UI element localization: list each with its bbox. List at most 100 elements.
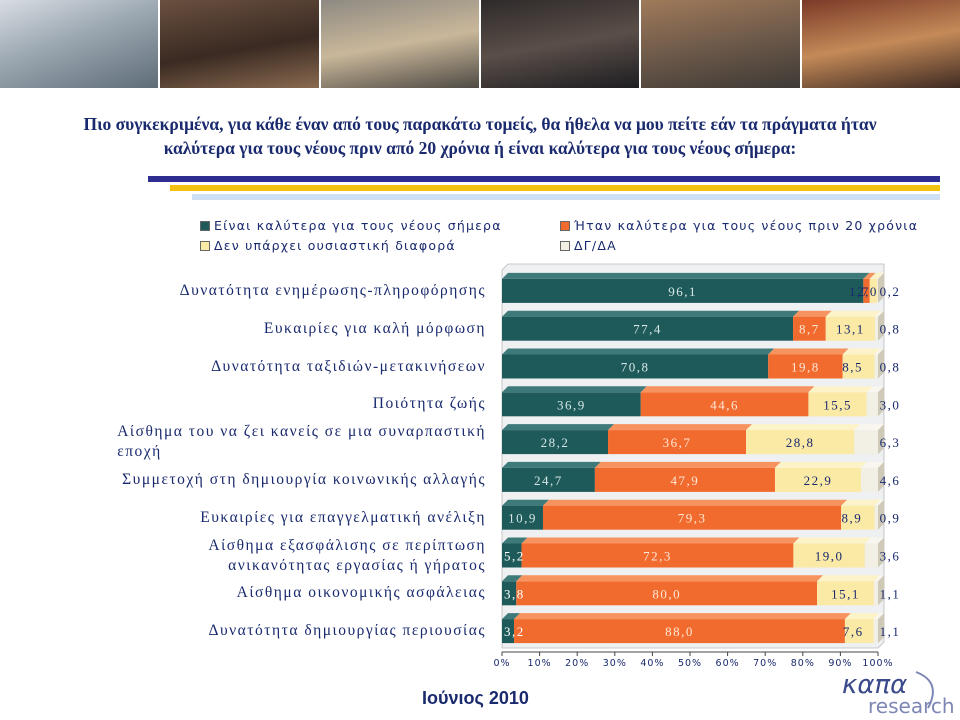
- category-label-line: εποχή: [117, 443, 162, 461]
- category-label-line: Ευκαιρίες για επαγγελματική ανέλιξη: [200, 508, 486, 526]
- data-label-dk: 1,1: [880, 586, 901, 601]
- bar-top-face-dk: [854, 424, 884, 431]
- data-label-before: 72,3: [643, 549, 672, 564]
- x-tick-label: 70%: [753, 658, 777, 669]
- bar-top-face-dk: [873, 613, 884, 620]
- bar-segment-today: [502, 316, 794, 341]
- x-tick-label: 80%: [791, 658, 815, 669]
- date-label: Ιούνιος 2010: [422, 688, 529, 708]
- category-label: Δυνατότητα ταξιδιών-μετακινήσεων: [211, 357, 486, 377]
- bar-top-face-dk: [877, 272, 884, 279]
- bar-top-face-nodiff: [841, 499, 881, 506]
- bar-segment-today: [502, 392, 641, 417]
- category-label-line: Αίσθημα του να ζει κανείς σε μια συναρπα…: [117, 423, 486, 441]
- bar-segment-dk: [861, 467, 879, 492]
- data-label-today: 24,7: [534, 473, 563, 488]
- x-tick-label: 20%: [565, 658, 589, 669]
- bar-segment-before: [516, 581, 818, 606]
- bar-side-face: [878, 499, 884, 530]
- photo-ceremony: [480, 0, 642, 88]
- bar-top-face-before: [608, 424, 753, 431]
- bar-segment-before: [793, 316, 826, 341]
- data-label-before: 44,6: [710, 397, 739, 412]
- bar-top-face-before: [640, 386, 815, 393]
- bar-segment-nodiff: [746, 430, 855, 455]
- chart-legend: Είναι καλύτερα για τους νέους σήμερα Ήτα…: [200, 218, 960, 258]
- x-tick-label: 10%: [528, 658, 552, 669]
- data-label-dk: 0,8: [880, 322, 901, 337]
- bar-segment-before: [521, 543, 794, 568]
- bar-top-face-dk: [874, 310, 884, 317]
- photo-graduation: [160, 0, 321, 88]
- category-label-line: Ποιότητα ζωής: [372, 395, 486, 413]
- bar-side-face: [878, 424, 884, 455]
- bar-top-face-before: [514, 613, 851, 620]
- bar-segment-dk: [854, 430, 878, 455]
- bar-segment-dk: [866, 392, 878, 417]
- bar-segment-today: [502, 619, 515, 644]
- bar-top-face-before: [793, 310, 832, 317]
- data-label-today: 28,2: [541, 435, 570, 450]
- category-label: Αίσθημα του να ζει κανείς σε μια συναρπα…: [117, 422, 486, 462]
- legend-swatch-before: [560, 221, 570, 231]
- category-label: Δυνατότητα ενημέρωσης-πληροφόρησης: [180, 281, 486, 301]
- bar-top-face-nodiff: [869, 272, 884, 279]
- data-label-nodiff: 13,1: [836, 322, 865, 337]
- bar-segment-before: [608, 430, 747, 455]
- bar-top-face-before: [594, 461, 781, 468]
- bar-segment-today: [502, 543, 522, 568]
- data-label-today: 10,9: [508, 511, 537, 526]
- category-label-line: Συμμετοχή στη δημιουργία κοινωνικής αλλα…: [122, 470, 486, 488]
- data-label-dk: 0,9: [880, 511, 901, 526]
- bar-segment-today: [502, 430, 609, 455]
- legend-item-dk: ΔΓ/ΔΑ: [560, 238, 617, 253]
- bar-segment-dk: [874, 505, 878, 530]
- bar-segment-before: [594, 467, 775, 492]
- legend-label-before: Ήταν καλύτερα για τους νέους πριν 20 χρό…: [574, 218, 919, 233]
- photo-group: [641, 0, 802, 88]
- legend-swatch-dk: [560, 241, 570, 251]
- data-label-today: 3,2: [504, 624, 525, 639]
- divider-lightblue: [192, 194, 940, 200]
- bar-segment-today: [502, 581, 517, 606]
- data-label-nodiff: 15,5: [823, 397, 852, 412]
- bar-segment-dk: [864, 543, 879, 568]
- bar-segment-dk: [874, 354, 878, 379]
- bar-top-face-today: [502, 386, 647, 393]
- bar-segment-nodiff: [793, 543, 865, 568]
- bar-top-face-dk: [874, 348, 884, 355]
- bar-top-face-dk: [874, 499, 884, 506]
- data-label-before: 36,7: [663, 435, 692, 450]
- bar-top-face-nodiff: [746, 424, 861, 431]
- survey-question: Πιο συγκεκριμένα, για κάθε έναν από τους…: [20, 112, 940, 160]
- divider-yellow: [170, 185, 940, 191]
- bar-side-face: [878, 461, 884, 492]
- bar-segment-dk: [873, 619, 878, 644]
- data-label-dk: 3,0: [880, 397, 901, 412]
- bar-segment-nodiff: [808, 392, 867, 417]
- bar-top-face-dk: [861, 461, 885, 468]
- bar-top-face-today: [502, 310, 800, 317]
- survey-question-line-2: καλύτερα για τους νέους πριν από 20 χρόν…: [163, 138, 797, 158]
- bar-side-face: [878, 348, 884, 379]
- bar-segment-nodiff: [844, 619, 874, 644]
- bar-segment-dk: [874, 316, 878, 341]
- bar-top-face-today: [502, 575, 523, 582]
- bar-side-face: [878, 613, 884, 644]
- x-tick-label: 40%: [640, 658, 664, 669]
- x-tick-label: 90%: [828, 658, 852, 669]
- bar-segment-before: [768, 354, 843, 379]
- bar-top-face-today: [502, 461, 601, 468]
- logo-sub-text: research: [868, 694, 955, 718]
- data-label-nodiff: 7,6: [843, 624, 864, 639]
- logo-main-text: καπα: [842, 670, 908, 700]
- bar-segment-nodiff: [869, 278, 878, 303]
- legend-label-today: Είναι καλύτερα για τους νέους σήμερα: [214, 218, 502, 233]
- x-tick-label: 30%: [603, 658, 627, 669]
- header-photo-strip: [0, 0, 960, 88]
- logo-swoosh-icon: [915, 671, 934, 709]
- x-tick-label: 60%: [716, 658, 740, 669]
- data-label-nodiff: 2,0: [857, 284, 878, 299]
- data-label-dk: 6,3: [880, 435, 901, 450]
